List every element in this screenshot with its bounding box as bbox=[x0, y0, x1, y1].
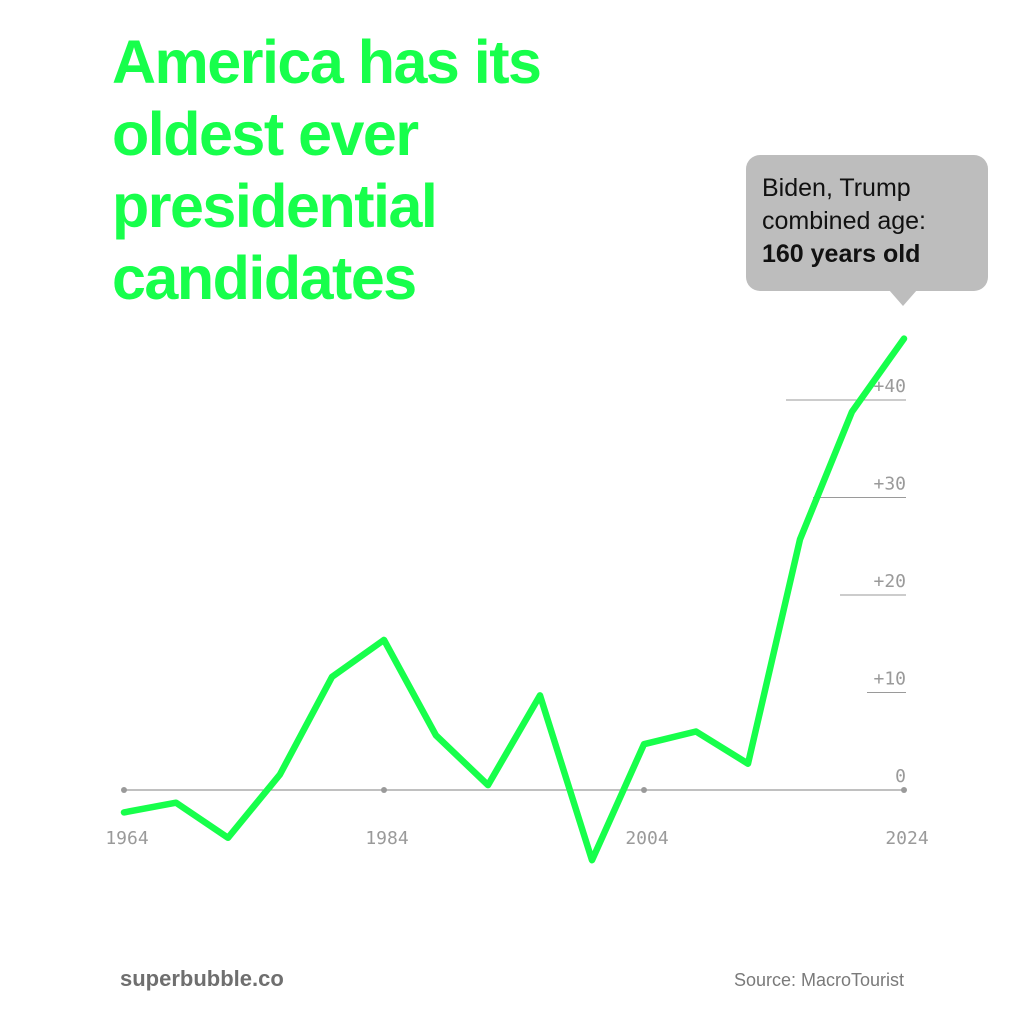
y-tick-label: +10 bbox=[873, 669, 906, 690]
site-credit: superbubble.co bbox=[120, 966, 284, 991]
annotation-callout: Biden, Trump combined age: 160 years old bbox=[746, 155, 988, 291]
series-line bbox=[120, 335, 908, 864]
x-tick-label: 1984 bbox=[365, 828, 408, 849]
chart-title: America has its oldest ever presidential… bbox=[112, 28, 542, 312]
y-tick-label: 0 bbox=[895, 766, 906, 787]
y-tick-label: +30 bbox=[873, 474, 906, 495]
x-tick-dot bbox=[641, 787, 647, 793]
y-tick-label: +40 bbox=[873, 376, 906, 397]
callout-pointer bbox=[889, 290, 917, 306]
y-tick-label: +20 bbox=[873, 571, 906, 592]
x-tick-label: 2024 bbox=[885, 828, 928, 849]
callout-line-value: 160 years old bbox=[762, 240, 921, 268]
source-credit: Source: MacroTourist bbox=[733, 970, 904, 990]
callout-line-names: Biden, Trump bbox=[762, 174, 911, 202]
x-tick-label: 2004 bbox=[625, 828, 668, 849]
x-tick-label: 1964 bbox=[105, 828, 148, 849]
x-tick-dot bbox=[121, 787, 127, 793]
callout-line-label: combined age: bbox=[762, 207, 927, 235]
x-tick-dot bbox=[901, 787, 907, 793]
x-tick-dot bbox=[381, 787, 387, 793]
